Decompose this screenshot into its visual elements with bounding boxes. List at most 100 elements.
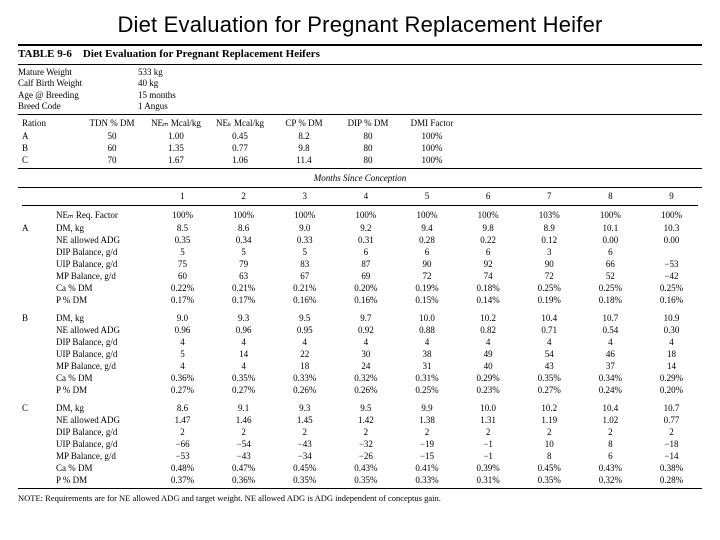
group-letter: [18, 258, 42, 270]
data-row: BDM, kg9.09.39.59.710.010.210.410.710.9: [18, 312, 702, 324]
month-col: 5: [396, 190, 457, 202]
meta-label: Age @ Breeding: [18, 90, 138, 101]
group-letter: [18, 360, 42, 372]
cell: 60: [152, 270, 213, 282]
month-col: 2: [213, 190, 274, 202]
cell: 0.27%: [519, 384, 580, 396]
cell: 0.19%: [519, 294, 580, 306]
cell: 83: [274, 258, 335, 270]
cell: 10.3: [641, 222, 702, 234]
cell: 0.35%: [519, 474, 580, 486]
ration-id: A: [18, 130, 80, 142]
cell: 1.06: [208, 154, 272, 166]
month-col: 1: [152, 190, 213, 202]
cell: −15: [396, 450, 457, 462]
cell: 0.16%: [274, 294, 335, 306]
cell: 10.4: [580, 402, 641, 414]
cell: −1: [458, 438, 519, 450]
cell: 10.2: [458, 312, 519, 324]
row-label: UIP Balance, g/d: [42, 258, 152, 270]
cell: 75: [152, 258, 213, 270]
cell: 0.30: [641, 324, 702, 336]
row-label: MP Balance, g/d: [42, 270, 152, 282]
cell: 0.18%: [458, 282, 519, 294]
cell: 9.0: [274, 222, 335, 234]
cell: 0.35: [152, 234, 213, 246]
cell: 9.8: [458, 222, 519, 234]
group-letter: [18, 426, 42, 438]
cell: 8.6: [213, 222, 274, 234]
row-label: P % DM: [42, 294, 152, 306]
cell: 0.45: [208, 130, 272, 142]
cell: 6: [580, 246, 641, 258]
cell: 4: [274, 336, 335, 348]
cell: 4: [519, 336, 580, 348]
cell: 5: [152, 246, 213, 258]
cell: 0.12: [519, 234, 580, 246]
cell: 0.34%: [580, 372, 641, 384]
cell: 9.2: [335, 222, 396, 234]
cell: 5: [152, 348, 213, 360]
cell: 0.96: [152, 324, 213, 336]
cell: 1.67: [144, 154, 208, 166]
row-label: MP Balance, g/d: [42, 450, 152, 462]
cell: 0.17%: [213, 294, 274, 306]
cell: 0.21%: [213, 282, 274, 294]
cell: 0.16%: [335, 294, 396, 306]
cell: 30: [335, 348, 396, 360]
cell: 2: [580, 426, 641, 438]
group-letter: [18, 282, 42, 294]
cell: 2: [458, 426, 519, 438]
data-row: Ca % DM0.48%0.47%0.45%0.43%0.41%0.39%0.4…: [18, 462, 702, 474]
cell: 0.54: [580, 324, 641, 336]
group-letter: [18, 384, 42, 396]
cell: 0.28%: [641, 474, 702, 486]
nem-req-row: NEₘ Req. Factor 100% 100% 100% 100% 100%…: [18, 209, 702, 222]
cell: 0.32%: [580, 474, 641, 486]
months-header: Months Since Conception: [18, 171, 702, 185]
cell: 10.7: [580, 312, 641, 324]
cell: 9.4: [396, 222, 457, 234]
data-row: DIP Balance, g/d444444444: [18, 336, 702, 348]
cell: 0.29%: [641, 372, 702, 384]
rule-top: [18, 44, 702, 46]
cell: 0.37%: [152, 474, 213, 486]
cell: −42: [641, 270, 702, 282]
month-col: 9: [641, 190, 702, 202]
cell: 6: [396, 246, 457, 258]
month-col: 4: [335, 190, 396, 202]
group-letter: [18, 414, 42, 426]
cell: 38: [396, 348, 457, 360]
cell: 4: [641, 336, 702, 348]
cell: 69: [335, 270, 396, 282]
cell: 0.33: [274, 234, 335, 246]
group-letter: A: [18, 222, 42, 234]
ration-row: A 50 1.00 0.45 8.2 80 100%: [18, 130, 702, 142]
data-row: MP Balance, g/d−53−43−34−26−15−186−14: [18, 450, 702, 462]
data-row: P % DM0.17%0.17%0.16%0.16%0.15%0.14%0.19…: [18, 294, 702, 306]
meta-val: 40 kg: [138, 78, 158, 89]
cell: −43: [213, 450, 274, 462]
cell: 100%: [400, 142, 464, 154]
cell: 0.28: [396, 234, 457, 246]
cell: 4: [396, 336, 457, 348]
cell: 9.1: [213, 402, 274, 414]
cell: 8.9: [519, 222, 580, 234]
meta-label: Calf Birth Weight: [18, 78, 138, 89]
table-caption-text: Diet Evaluation for Pregnant Replacement…: [83, 48, 320, 60]
page-title: Diet Evaluation for Pregnant Replacement…: [18, 12, 702, 38]
cell: 1.31: [458, 414, 519, 426]
cell: 0.20%: [335, 282, 396, 294]
cell: 3: [519, 246, 580, 258]
cell: 0.20%: [641, 384, 702, 396]
cell: 72: [396, 270, 457, 282]
cell: 6: [580, 450, 641, 462]
row-label: DIP Balance, g/d: [42, 336, 152, 348]
cell: 18: [641, 348, 702, 360]
ration-row: C 70 1.67 1.06 11.4 80 100%: [18, 154, 702, 166]
cell: 0.21%: [274, 282, 335, 294]
cell: 11.4: [272, 154, 336, 166]
cell: 2: [519, 426, 580, 438]
cell: 0.25%: [580, 282, 641, 294]
cell: 100%: [641, 209, 702, 222]
